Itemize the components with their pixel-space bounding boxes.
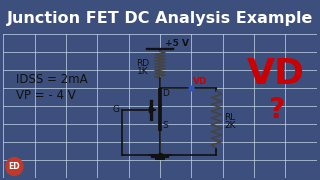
Text: S: S bbox=[163, 122, 168, 130]
Text: VP = - 4 V: VP = - 4 V bbox=[16, 89, 76, 102]
Text: VD: VD bbox=[247, 57, 305, 91]
Text: IDSS = 2mA: IDSS = 2mA bbox=[16, 73, 87, 86]
Text: VD: VD bbox=[193, 77, 207, 86]
Circle shape bbox=[6, 158, 23, 175]
Text: RD: RD bbox=[136, 58, 149, 68]
Text: RL: RL bbox=[224, 113, 236, 122]
Text: 1K: 1K bbox=[137, 67, 148, 76]
Text: ED: ED bbox=[9, 162, 20, 171]
Text: 2K: 2K bbox=[224, 122, 236, 130]
Text: D: D bbox=[163, 89, 169, 98]
Text: ?: ? bbox=[268, 96, 284, 124]
Text: +5 V: +5 V bbox=[165, 39, 189, 48]
Text: G: G bbox=[112, 105, 119, 114]
Text: Junction FET DC Analysis Example: Junction FET DC Analysis Example bbox=[7, 10, 313, 26]
